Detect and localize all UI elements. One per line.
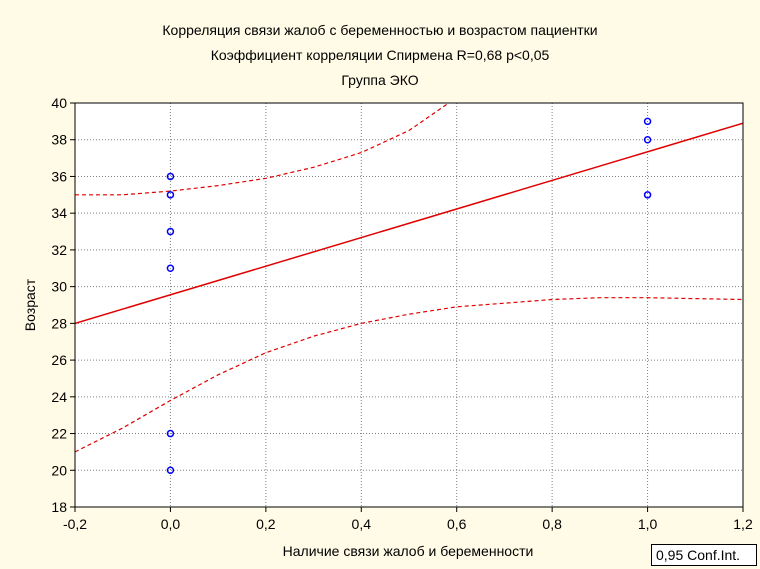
data-point (166, 191, 175, 199)
data-point (166, 466, 175, 475)
y-axis-label: Возраст (22, 278, 38, 331)
title-line-3: Группа ЭКО (341, 72, 418, 88)
title-line-1: Корреляция связи жалоб с беременностью и… (162, 22, 597, 38)
y-tick-label: 40 (51, 95, 67, 111)
data-point (166, 227, 175, 236)
y-tick-label: 22 (51, 426, 67, 442)
x-tick-label: 1,0 (638, 516, 658, 532)
plot-frame (74, 102, 744, 508)
y-tick-label: 32 (51, 242, 67, 258)
y-tick-label: 34 (51, 205, 67, 221)
data-point (643, 191, 652, 199)
data-points (166, 117, 652, 475)
plot-area (75, 103, 743, 507)
y-tick-label: 24 (51, 389, 67, 405)
title-line-2: Коэффициент корреляции Спирмена R=0,68 p… (211, 47, 550, 63)
x-tick-label: 0,8 (542, 516, 562, 532)
legend: 0,95 Conf.Int. (651, 544, 757, 566)
data-point (643, 135, 652, 144)
regression-line (75, 122, 743, 325)
curves (75, 103, 743, 453)
x-tick-label: 1,2 (733, 516, 753, 532)
conf-band-lower (75, 297, 743, 453)
chart-title: Корреляция связи жалоб с беременностью и… (162, 22, 597, 88)
y-tick-label: 36 (51, 168, 67, 184)
x-tick-label: -0,2 (63, 516, 87, 532)
data-point (643, 117, 652, 126)
x-tick-label: 0,0 (161, 516, 181, 532)
data-point (166, 172, 175, 181)
x-tick-label: 0,4 (352, 516, 372, 532)
tick-labels: -0,2 0,0 0,2 0,4 0,6 0,8 1,0 1,2 18 20 22 24 26 28 30 3… (51, 95, 753, 532)
data-point (166, 264, 175, 273)
x-tick-label: 0,6 (447, 516, 467, 532)
x-axis-label: Наличие связи жалоб и беременности (283, 543, 534, 559)
grid (75, 103, 743, 507)
y-tick-label: 18 (51, 499, 67, 515)
y-tick-label: 38 (51, 132, 67, 148)
y-tick-label: 26 (51, 352, 67, 368)
y-tick-label: 30 (51, 279, 67, 295)
data-point (166, 429, 175, 438)
x-tick-label: 0,2 (256, 516, 276, 532)
conf-band-upper (75, 103, 450, 196)
y-tick-label: 28 (51, 315, 67, 331)
y-tick-label: 20 (51, 462, 67, 478)
